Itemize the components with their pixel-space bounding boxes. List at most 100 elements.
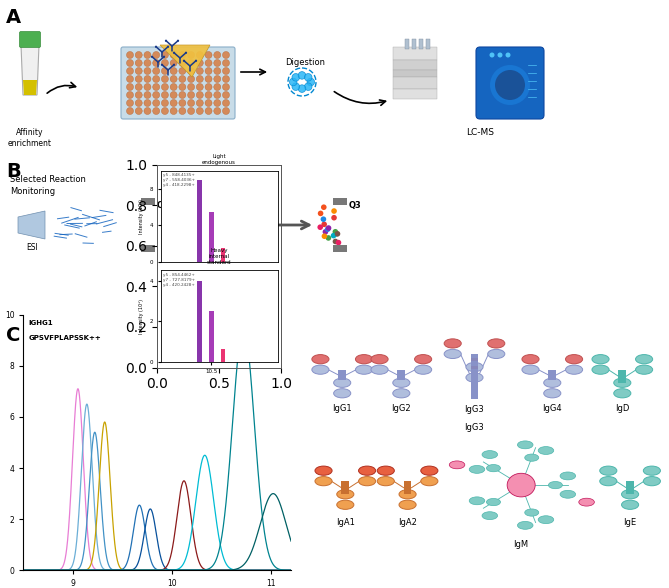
Circle shape [506, 52, 510, 58]
Circle shape [334, 231, 341, 236]
Ellipse shape [337, 500, 354, 509]
Ellipse shape [393, 389, 410, 398]
Circle shape [196, 92, 203, 99]
Circle shape [214, 59, 221, 66]
Text: GPSVFPLAPSSK++: GPSVFPLAPSSK++ [28, 335, 101, 341]
Circle shape [304, 74, 312, 81]
Circle shape [144, 92, 151, 99]
Bar [141, 198, 155, 205]
Circle shape [321, 222, 327, 227]
Bar [470, 358, 478, 361]
Circle shape [144, 108, 151, 115]
Bar [197, 180, 202, 262]
Circle shape [298, 72, 306, 79]
Circle shape [223, 222, 229, 227]
Bar [426, 39, 430, 49]
Circle shape [223, 52, 229, 58]
Ellipse shape [644, 476, 660, 486]
Circle shape [326, 235, 331, 240]
Circle shape [223, 68, 229, 75]
Circle shape [331, 208, 337, 214]
Circle shape [219, 209, 225, 214]
Text: Q2: Q2 [213, 192, 226, 201]
Ellipse shape [359, 466, 376, 475]
Circle shape [290, 78, 297, 86]
Circle shape [333, 231, 339, 236]
Circle shape [153, 52, 160, 58]
Ellipse shape [560, 472, 575, 480]
Ellipse shape [421, 466, 438, 475]
Circle shape [223, 108, 229, 115]
Text: IgD: IgD [615, 404, 630, 413]
Ellipse shape [355, 355, 373, 364]
Circle shape [144, 68, 151, 75]
Ellipse shape [421, 476, 438, 486]
Text: LC-MS: LC-MS [466, 128, 494, 137]
Ellipse shape [613, 389, 631, 398]
Circle shape [292, 74, 300, 81]
Ellipse shape [315, 476, 332, 486]
Circle shape [196, 59, 203, 66]
Circle shape [325, 226, 330, 232]
FancyBboxPatch shape [121, 47, 235, 119]
Text: y5 - 848.4135+
y7 - 558.4036+
y4 - 418.2298+: y5 - 848.4135+ y7 - 558.4036+ y4 - 418.2… [163, 173, 195, 187]
Circle shape [196, 52, 203, 58]
Ellipse shape [355, 365, 373, 375]
Ellipse shape [466, 373, 483, 382]
Bar [470, 354, 478, 358]
Circle shape [196, 108, 203, 115]
Circle shape [317, 225, 323, 230]
Circle shape [151, 56, 153, 58]
Ellipse shape [399, 490, 416, 499]
Circle shape [126, 83, 134, 91]
Circle shape [185, 52, 187, 54]
Circle shape [205, 75, 212, 82]
Bar [412, 39, 416, 49]
Ellipse shape [544, 389, 561, 398]
Circle shape [331, 215, 337, 220]
Ellipse shape [644, 466, 660, 475]
Circle shape [249, 216, 254, 221]
Ellipse shape [549, 482, 563, 489]
Text: B: B [6, 162, 21, 181]
Circle shape [135, 75, 142, 82]
Bar [209, 212, 213, 262]
Ellipse shape [444, 349, 461, 359]
Circle shape [179, 68, 186, 75]
Circle shape [170, 99, 177, 106]
Bar [393, 77, 437, 89]
Circle shape [170, 75, 177, 82]
Circle shape [187, 99, 195, 106]
Circle shape [179, 75, 186, 82]
Circle shape [177, 39, 179, 42]
Ellipse shape [482, 512, 498, 520]
Circle shape [237, 226, 242, 232]
Circle shape [330, 233, 337, 238]
Circle shape [187, 83, 195, 91]
Circle shape [205, 108, 212, 115]
Circle shape [153, 68, 160, 75]
Circle shape [153, 59, 160, 66]
Circle shape [170, 92, 177, 99]
Bar [419, 39, 423, 49]
Circle shape [206, 207, 211, 212]
Circle shape [126, 75, 134, 82]
Bar [209, 311, 213, 362]
Text: Q3: Q3 [349, 201, 362, 210]
Ellipse shape [312, 355, 329, 364]
Ellipse shape [538, 446, 554, 455]
Circle shape [210, 206, 215, 211]
Polygon shape [21, 45, 39, 95]
Text: IgG3: IgG3 [464, 405, 484, 414]
Bar [333, 245, 347, 252]
Circle shape [237, 206, 243, 212]
Circle shape [196, 83, 203, 91]
Circle shape [135, 68, 142, 75]
Circle shape [245, 236, 250, 242]
Bar [397, 370, 405, 380]
Circle shape [208, 217, 213, 222]
Bar [626, 481, 634, 495]
Bar [405, 39, 409, 49]
Circle shape [135, 52, 142, 58]
Ellipse shape [592, 365, 609, 375]
